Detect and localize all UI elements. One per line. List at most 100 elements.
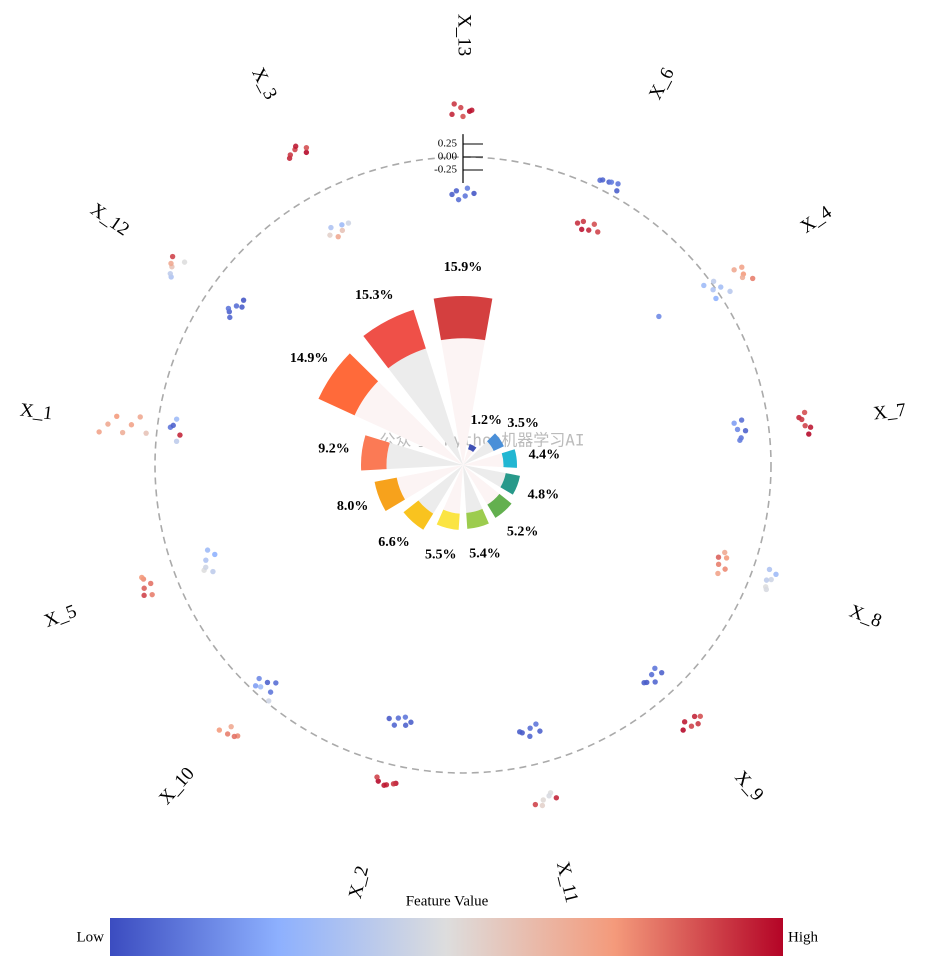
shap-point: [737, 437, 743, 443]
shap-point: [517, 729, 523, 735]
shap-point: [806, 431, 812, 437]
shap-point: [722, 566, 728, 572]
shap-point: [141, 592, 147, 599]
bar-base: [463, 465, 500, 505]
shap-point: [216, 727, 223, 733]
shap-point: [168, 260, 174, 267]
bar: [468, 444, 477, 452]
shap-point: [471, 190, 477, 197]
shap-point: [240, 297, 247, 303]
value-label: 15.9%: [444, 260, 483, 275]
value-label: 8.0%: [337, 499, 369, 514]
colorbar: [110, 918, 783, 956]
shap-point: [608, 179, 615, 185]
shap-point: [462, 193, 468, 199]
shap-point: [710, 287, 716, 293]
zero-circle: [154, 156, 772, 774]
shap-point: [256, 675, 262, 682]
bar: [374, 477, 406, 512]
feature-label: X_6: [645, 64, 679, 103]
shap-point: [375, 778, 381, 784]
shap-point: [742, 427, 749, 434]
feature-label: X_2: [345, 864, 373, 901]
shap-point: [578, 226, 585, 233]
shap-point: [586, 227, 592, 233]
shap-point: [273, 680, 279, 686]
shap-point: [173, 416, 180, 422]
shap-point: [802, 422, 808, 429]
value-label: 3.5%: [507, 416, 539, 431]
feature-label: X_9: [730, 767, 767, 805]
shap-point: [128, 422, 135, 428]
shap-point: [614, 188, 620, 194]
colorbar-low: Low: [77, 929, 105, 945]
shap-point: [681, 719, 688, 725]
feature-label: X_1: [19, 400, 54, 425]
shap-point: [327, 232, 333, 238]
value-label: 5.4%: [469, 547, 501, 562]
shap-point: [137, 414, 143, 420]
shap-point: [225, 305, 232, 312]
value-label: 4.8%: [528, 488, 560, 503]
shap-point: [799, 416, 805, 423]
feature-label: X_7: [872, 400, 907, 425]
shap-point: [266, 698, 272, 704]
shap-point: [139, 574, 145, 581]
shap-point: [105, 421, 111, 427]
shap-point: [652, 679, 658, 685]
shap-point: [580, 218, 587, 225]
shap-point: [763, 586, 770, 593]
feature-label: X_5: [42, 601, 80, 632]
shap-point: [641, 679, 647, 686]
shap-point: [722, 549, 728, 556]
shap-point: [768, 576, 774, 583]
shap-point: [177, 432, 183, 438]
shap-point: [738, 417, 745, 423]
shap-point: [718, 284, 724, 290]
value-label: 14.9%: [290, 351, 329, 366]
bar: [501, 449, 517, 468]
bar: [436, 509, 460, 530]
bar: [403, 500, 434, 530]
shap-point: [731, 267, 737, 273]
tick-label: 0.00: [438, 151, 458, 163]
shap-point: [143, 430, 149, 436]
value-label: 9.2%: [318, 442, 350, 457]
shap-point: [335, 233, 341, 240]
value-label: 15.3%: [355, 288, 394, 303]
bar-base: [354, 381, 463, 465]
shap-point: [739, 264, 745, 270]
shap-point: [469, 107, 475, 113]
shap-point: [546, 793, 552, 799]
shap-point: [533, 721, 539, 727]
bar-base: [388, 348, 463, 465]
shap-point: [464, 185, 471, 191]
shap-point: [656, 313, 662, 320]
shap-point: [527, 733, 533, 739]
feature-label: X_11: [552, 860, 582, 905]
shap-point: [374, 774, 380, 780]
shap-point: [701, 282, 707, 289]
bar-base: [418, 465, 463, 514]
shap-point: [381, 782, 387, 788]
shap-point: [252, 683, 259, 689]
shap-point: [763, 577, 770, 583]
shap-point: [595, 229, 601, 235]
shap-point: [532, 801, 539, 808]
shap-point: [680, 727, 686, 733]
shap-point: [227, 314, 233, 321]
feature-label: X_8: [846, 601, 884, 632]
shap-point: [203, 564, 209, 570]
shap-point: [648, 671, 655, 678]
shap-point: [181, 259, 188, 265]
shap-point: [591, 221, 598, 227]
shap-point: [460, 113, 466, 120]
value-label: 5.5%: [425, 548, 457, 563]
shap-point: [652, 665, 658, 671]
feature-label: X_13: [454, 14, 475, 56]
bar: [466, 508, 489, 529]
shap-point: [231, 733, 238, 740]
shap-point: [807, 424, 814, 430]
bar-base: [443, 465, 463, 514]
shap-point: [267, 689, 274, 695]
